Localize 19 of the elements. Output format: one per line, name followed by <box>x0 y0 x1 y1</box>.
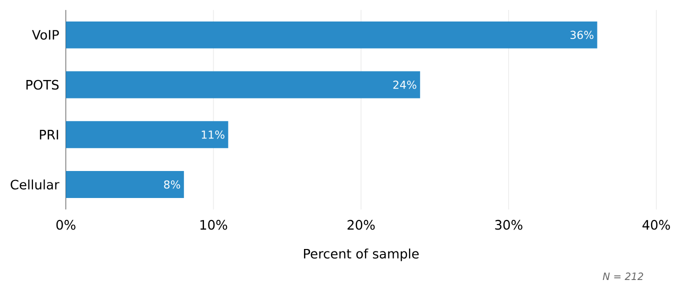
data-label: 24% <box>393 80 416 89</box>
bar <box>66 170 184 198</box>
data-label: 36% <box>570 30 594 39</box>
bar <box>66 71 420 98</box>
x-axis-title: Percent of sample <box>304 248 419 262</box>
x-tick-label: 0% <box>56 220 76 230</box>
y-tick-label: VoIP <box>32 30 59 40</box>
text: N = 212 <box>602 272 644 280</box>
x-tick-label: 40% <box>642 220 670 230</box>
data-label: 11% <box>202 130 224 139</box>
x-tick-label: 30% <box>495 220 522 230</box>
data-label: 8% <box>164 180 180 189</box>
x-tick-label: 10% <box>200 220 228 230</box>
y-tick-label: POTS <box>26 80 59 90</box>
bar <box>66 21 598 48</box>
bar <box>66 121 228 148</box>
y-tick-label: Cellular <box>10 179 60 190</box>
x-tick-label: 20% <box>348 220 375 230</box>
y-tick-label: PRI <box>40 130 58 140</box>
